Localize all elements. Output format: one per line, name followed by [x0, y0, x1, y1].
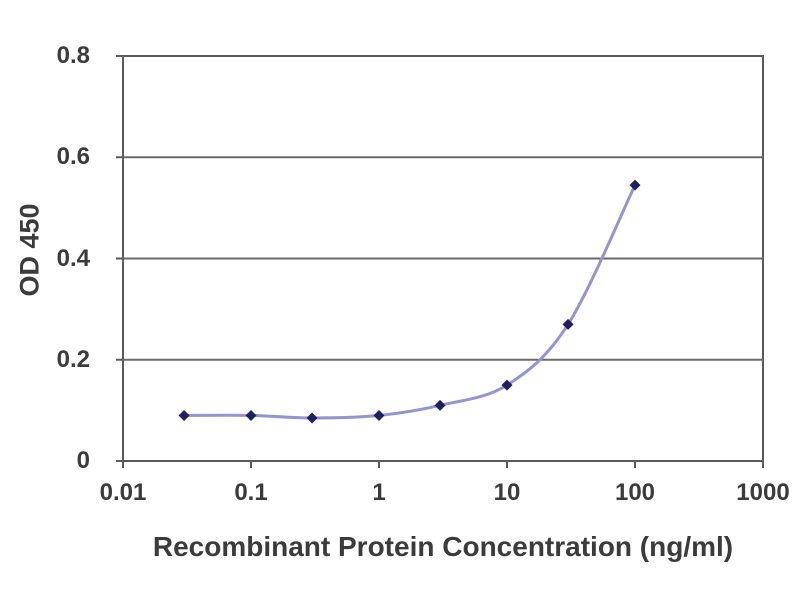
y-axis-tick-label: 0 — [76, 447, 90, 474]
y-axis-title: OD 450 — [14, 203, 45, 297]
data-point-marker — [373, 409, 385, 421]
x-axis-tick-label: 1000 — [736, 479, 790, 506]
data-point-marker — [629, 179, 641, 191]
data-point-marker — [562, 318, 574, 330]
x-axis-tick-label: 0.01 — [99, 479, 147, 506]
series-line — [182, 183, 637, 420]
x-axis-tick-label: 10 — [493, 479, 521, 506]
x-axis-tick-label: 0.1 — [234, 479, 268, 506]
x-axis-tick-label: 100 — [614, 479, 656, 506]
y-axis-tick-label: 0.2 — [56, 345, 90, 373]
data-point-marker — [245, 409, 257, 421]
data-point-marker — [178, 409, 190, 421]
data-point-marker — [434, 399, 446, 411]
data-point-marker — [306, 412, 318, 424]
y-axis-tick-label: 0.8 — [56, 42, 90, 69]
y-axis-tick-label: 0.6 — [56, 143, 90, 171]
y-axis-tick-label: 0.4 — [56, 244, 90, 272]
x-axis-tick-label: 1 — [372, 479, 386, 506]
data-point-marker — [501, 379, 513, 391]
x-axis-title: Recombinant Protein Concentration (ng/ml… — [152, 531, 734, 562]
